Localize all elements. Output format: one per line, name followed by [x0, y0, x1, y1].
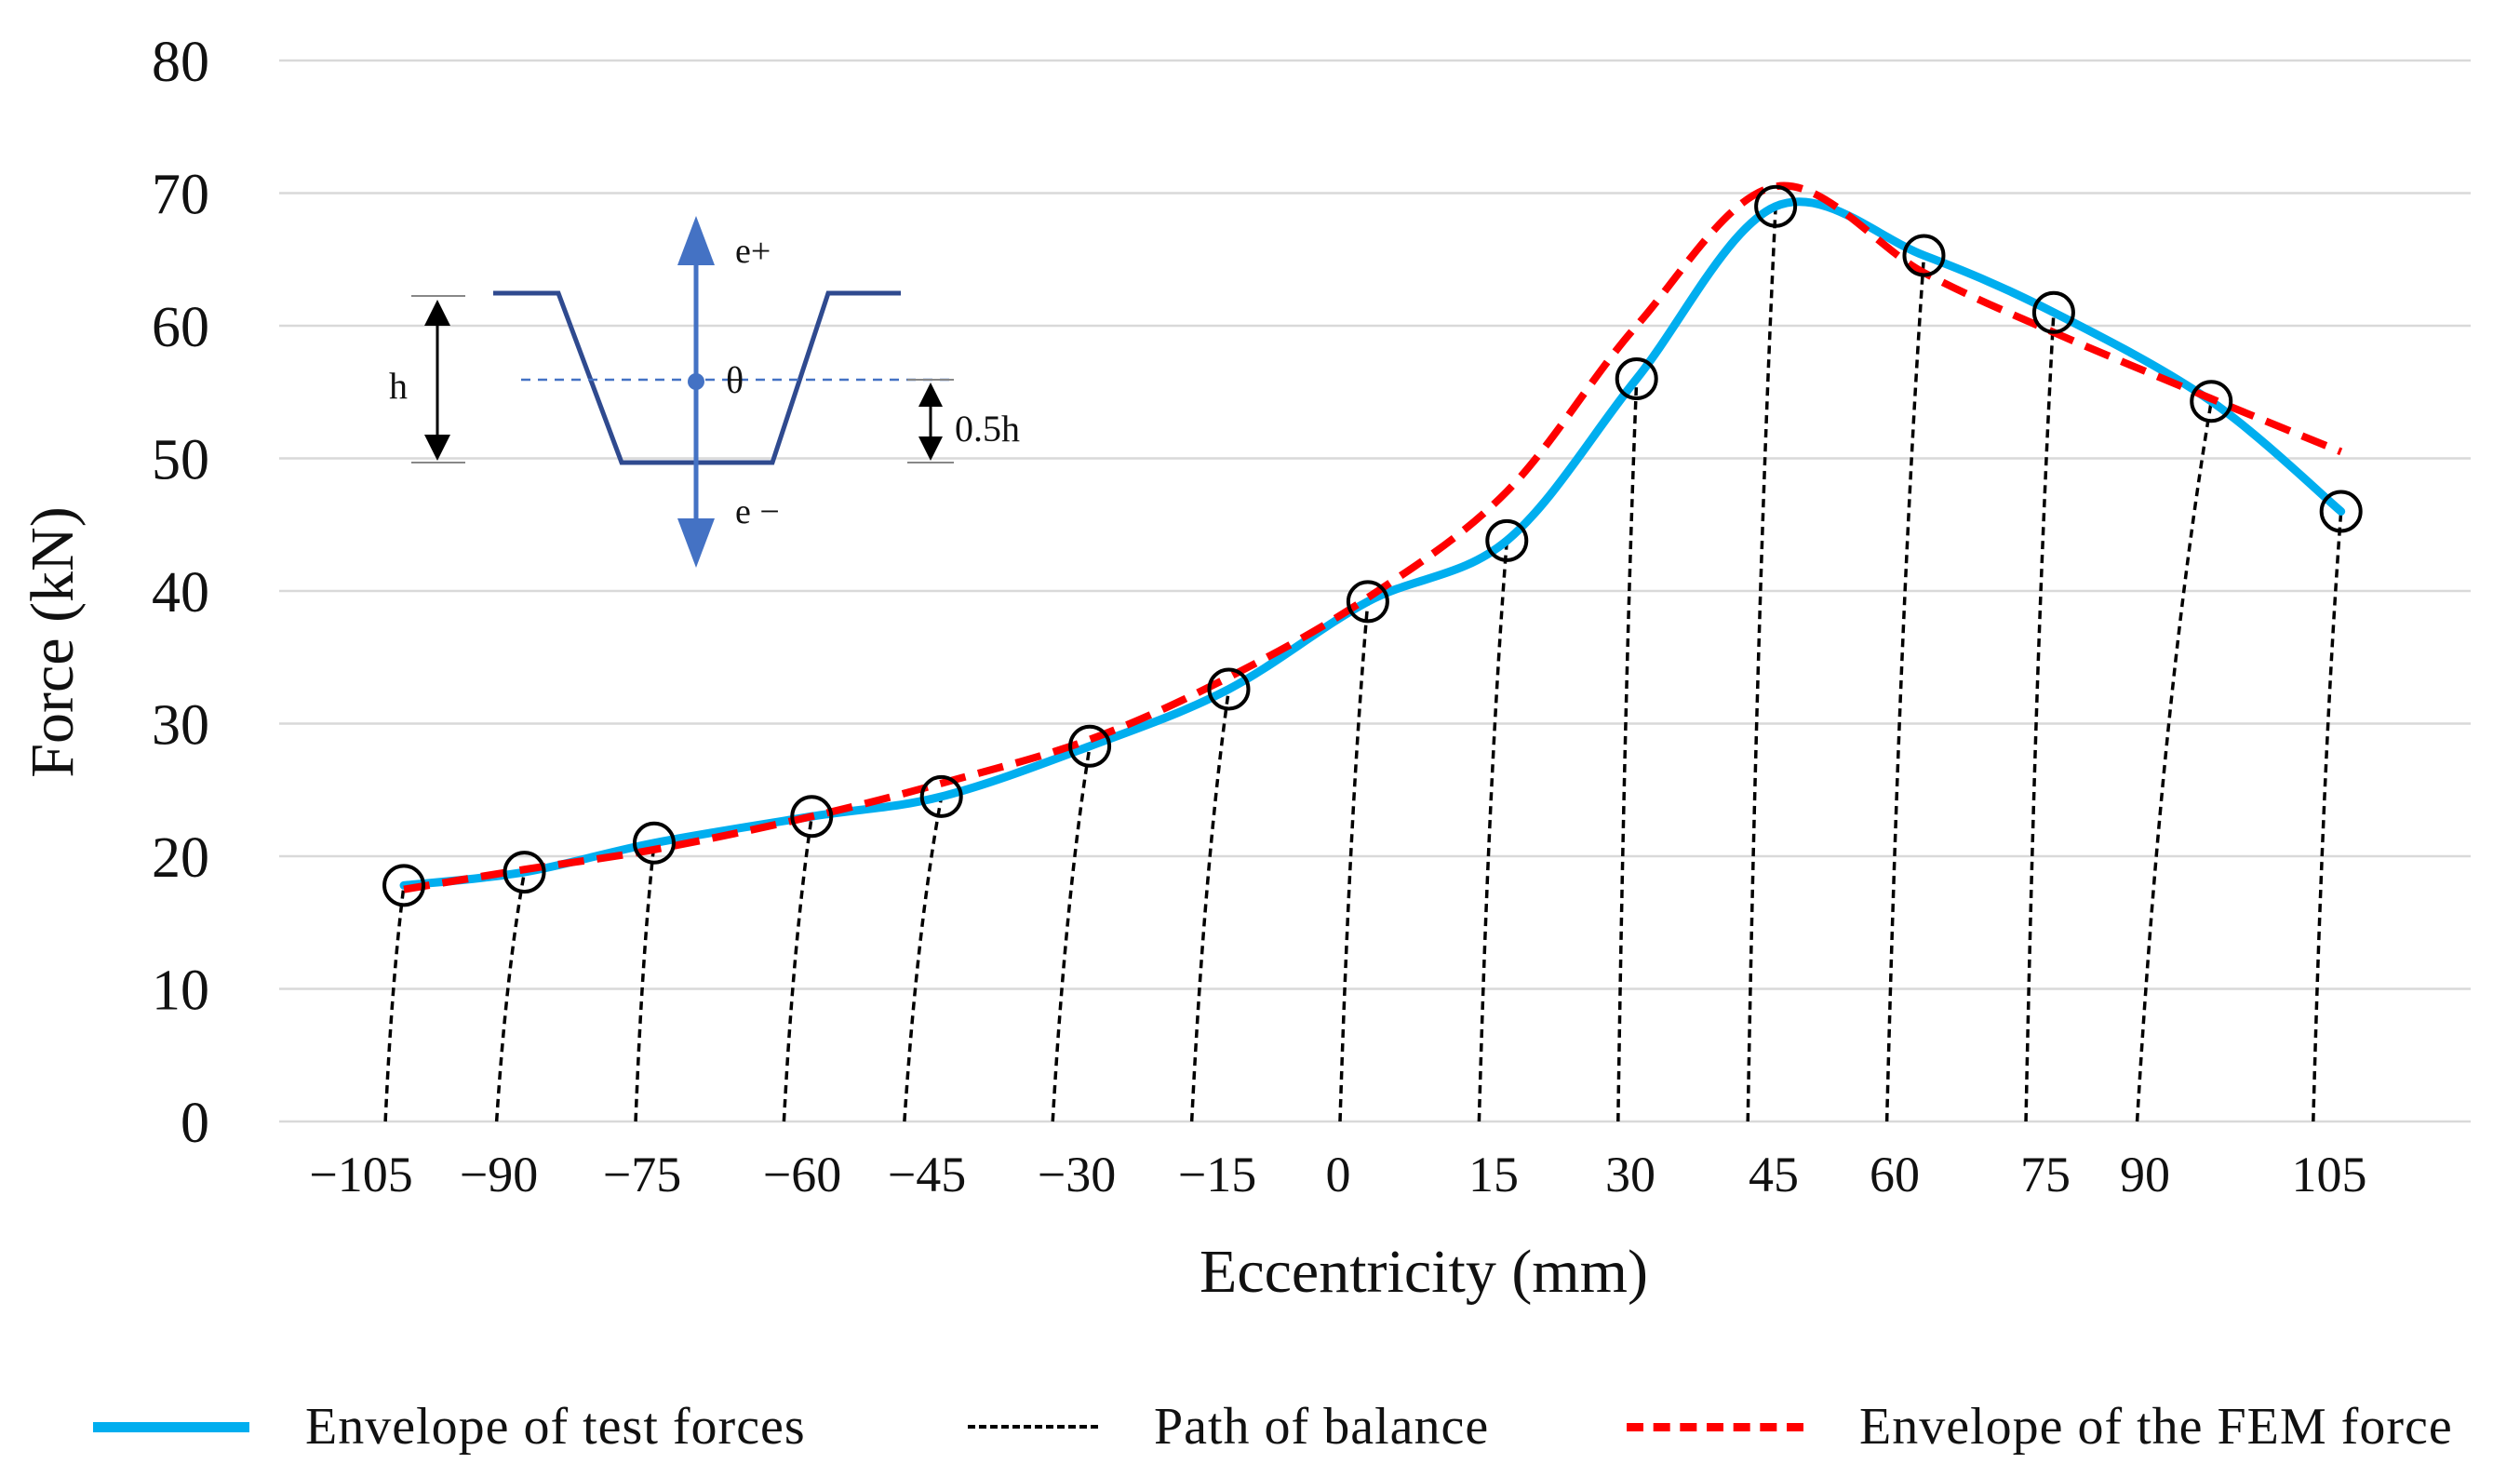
test-point-markers — [382, 184, 2363, 907]
fem-envelope — [403, 181, 2343, 893]
label-e-minus: e − — [735, 492, 780, 531]
half-h-arrow-down-icon — [918, 436, 943, 461]
y-axis-label: Force (kN) — [19, 506, 87, 777]
y-tick-label: 10 — [152, 960, 209, 1023]
label-e-plus: e+ — [735, 232, 771, 271]
test-point-marker — [790, 795, 834, 839]
balance-paths — [383, 206, 2343, 1122]
legend: Envelope of test forces Path of balance … — [0, 1385, 2520, 1469]
test-point-marker — [1615, 357, 1658, 400]
x-axis-label: Eccentricity (mm) — [1200, 1238, 1648, 1306]
test-point-marker — [1068, 724, 1112, 768]
arrow-down-icon — [677, 518, 715, 568]
balance-path-line — [1477, 540, 1509, 1122]
balance-path-line — [1884, 255, 1926, 1122]
balance-path-line — [1338, 601, 1370, 1122]
x-tick-label: −45 — [888, 1147, 966, 1202]
test-point-marker — [382, 864, 426, 907]
legend-label: Path of balance — [1154, 1398, 1490, 1456]
half-h-arrow-up-icon — [918, 383, 943, 407]
test-point-marker — [503, 851, 546, 894]
x-tick-label: 60 — [1870, 1147, 1920, 1202]
label-half-h: 0.5h — [955, 408, 1020, 450]
test-point-marker — [1485, 518, 1529, 562]
y-tick-label: 60 — [152, 296, 209, 359]
test-point-marker — [2190, 380, 2233, 423]
y-tick-label: 0 — [181, 1092, 209, 1155]
x-tick-label: −30 — [1038, 1147, 1116, 1202]
test-envelope-line — [399, 197, 2346, 890]
balance-path-line — [1189, 689, 1231, 1122]
label-theta: θ — [726, 359, 744, 401]
x-tick-label: −60 — [763, 1147, 841, 1202]
legend-label: Envelope of test forces — [305, 1398, 806, 1456]
legend-item-fem: Envelope of the FEM force — [1627, 1385, 2453, 1469]
centroid-dot — [688, 373, 704, 390]
balance-path-line — [2135, 400, 2213, 1122]
balance-path-line — [2024, 312, 2056, 1122]
h-arrow-up-icon — [424, 300, 450, 326]
cross-section-inset: e+ e − θ h 0.5h — [389, 216, 1020, 568]
fem-envelope-line — [403, 181, 2343, 893]
y-tick-labels: 0 10 20 30 40 50 60 70 80 — [152, 31, 209, 1155]
balance-path-line — [1616, 378, 1639, 1122]
test-point-marker — [1902, 234, 1946, 277]
balance-path-line — [383, 885, 406, 1122]
y-tick-label: 40 — [152, 561, 209, 624]
legend-label: Envelope of the FEM force — [1859, 1398, 2453, 1456]
x-tick-label: 0 — [1326, 1147, 1351, 1202]
y-tick-label: 30 — [152, 694, 209, 758]
label-h: h — [389, 365, 408, 407]
test-point-marker — [1346, 580, 1389, 624]
x-tick-label: 30 — [1605, 1147, 1655, 1202]
balance-path-line — [494, 871, 527, 1122]
x-tick-label: 45 — [1749, 1147, 1799, 1202]
x-tick-label: −75 — [603, 1147, 681, 1202]
balance-path-line — [1746, 206, 1777, 1122]
balance-path-line — [903, 796, 944, 1122]
x-tick-label: −15 — [1178, 1147, 1256, 1202]
test-point-marker — [1207, 667, 1251, 711]
y-tick-label: 20 — [152, 826, 209, 890]
legend-item-test: Envelope of test forces — [93, 1385, 806, 1469]
legend-swatch-solid — [93, 1421, 249, 1432]
y-tick-label: 50 — [152, 429, 209, 492]
balance-path-line — [782, 815, 814, 1122]
x-tick-label: 75 — [2020, 1147, 2071, 1202]
test-point-marker — [2319, 490, 2363, 533]
x-tick-label: 105 — [2292, 1147, 2367, 1202]
legend-item-balance: Path of balance — [968, 1385, 1489, 1469]
test-envelope — [399, 197, 2346, 890]
y-tick-label: 80 — [152, 31, 209, 94]
balance-path-line — [1051, 745, 1092, 1122]
legend-swatch-dashed — [1627, 1422, 1803, 1431]
x-tick-label: 90 — [2120, 1147, 2170, 1202]
legend-swatch-dotted — [968, 1425, 1098, 1429]
x-tick-label: −105 — [309, 1147, 412, 1202]
test-point-marker — [2031, 290, 2075, 334]
test-point-marker — [919, 774, 963, 818]
arrow-up-icon — [677, 216, 715, 265]
x-tick-labels: −105 −90 −75 −60 −45 −30 −15 0 15 30 45 60 75 90 105 — [309, 1147, 2366, 1202]
test-point-marker — [632, 821, 676, 865]
h-arrow-down-icon — [424, 435, 450, 461]
balance-path-line — [2312, 511, 2343, 1122]
y-tick-label: 70 — [152, 164, 209, 227]
x-tick-label: −90 — [460, 1147, 538, 1202]
test-point-marker — [1754, 184, 1798, 228]
balance-path-line — [634, 842, 656, 1122]
x-tick-label: 15 — [1468, 1147, 1519, 1202]
